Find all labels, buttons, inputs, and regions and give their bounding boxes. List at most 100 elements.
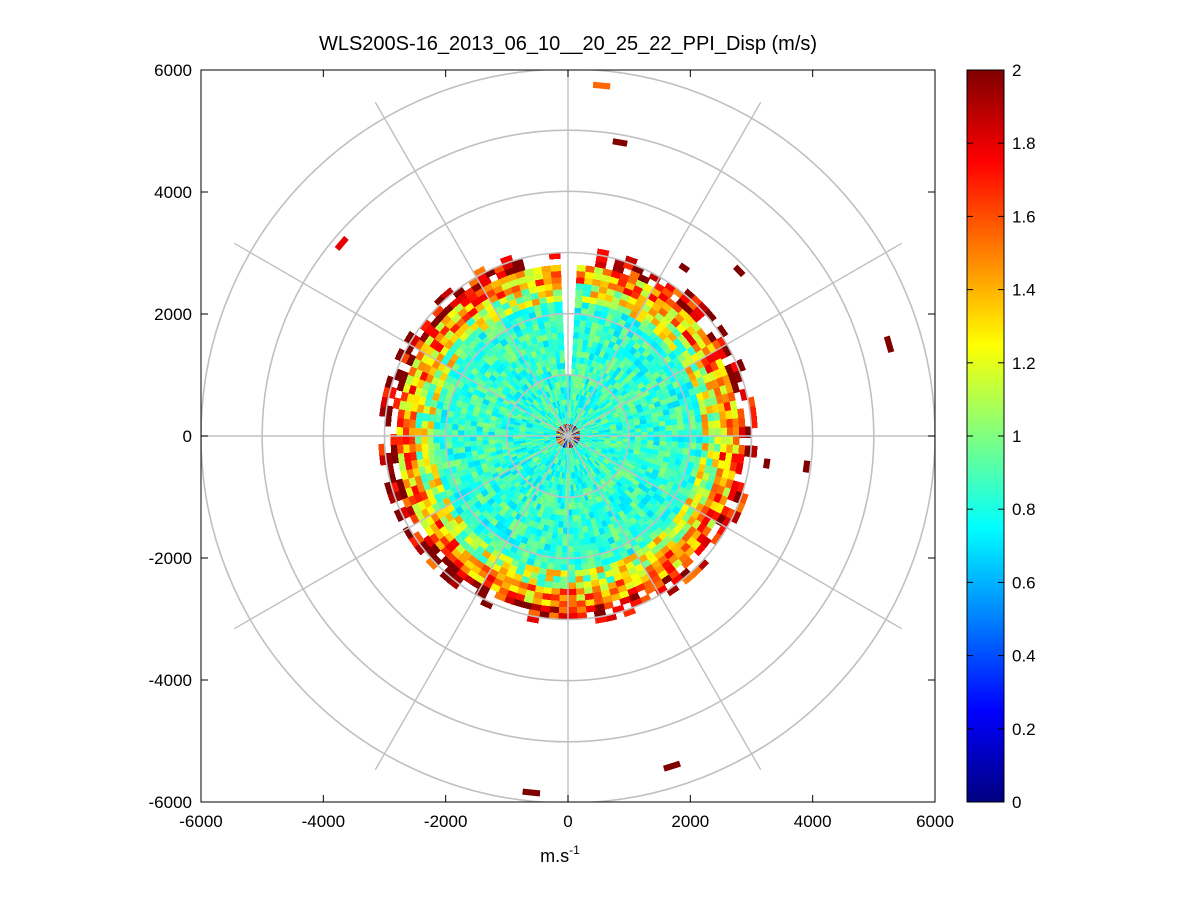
heatmap-cell bbox=[549, 432, 556, 435]
heatmap-cell bbox=[558, 427, 564, 432]
heatmap-cell bbox=[585, 265, 597, 274]
heatmap-cell bbox=[550, 428, 557, 432]
heatmap-cell bbox=[701, 390, 711, 402]
heatmap-cell bbox=[554, 350, 561, 358]
heatmap-cell bbox=[520, 600, 533, 610]
heatmap-cell bbox=[520, 502, 529, 511]
heatmap-cell bbox=[574, 420, 580, 427]
heatmap-cell bbox=[534, 449, 542, 455]
heatmap-cell bbox=[552, 442, 559, 447]
heatmap-cell bbox=[556, 606, 568, 614]
heatmap-cell bbox=[583, 404, 589, 411]
heatmap-cell bbox=[500, 475, 509, 483]
heatmap-cell bbox=[512, 440, 520, 445]
x-tick-label: -4000 bbox=[302, 812, 345, 831]
heatmap-cell bbox=[544, 425, 552, 430]
heatmap-cell bbox=[633, 465, 641, 473]
heatmap-cell bbox=[541, 449, 549, 455]
heatmap-cell bbox=[514, 490, 522, 498]
heatmap-cell bbox=[553, 483, 558, 491]
heatmap-cell bbox=[581, 580, 592, 589]
heatmap-cell bbox=[658, 420, 666, 428]
heatmap-cell bbox=[544, 441, 551, 445]
heatmap-cell bbox=[601, 405, 609, 412]
heatmap-cell bbox=[564, 478, 568, 486]
heatmap-cell bbox=[509, 413, 517, 419]
heatmap-cell bbox=[534, 448, 541, 453]
heatmap-cell bbox=[593, 396, 600, 404]
heatmap-cell bbox=[565, 448, 568, 455]
heatmap-cell bbox=[552, 450, 558, 456]
heatmap-cell bbox=[609, 444, 617, 450]
heatmap-cell bbox=[587, 473, 593, 481]
heatmap-cell bbox=[543, 439, 551, 443]
heatmap-cell bbox=[581, 447, 588, 453]
heatmap-cell bbox=[727, 488, 737, 502]
heatmap-cell bbox=[555, 436, 563, 439]
heatmap-cell bbox=[725, 410, 733, 422]
heatmap-cell bbox=[531, 464, 538, 471]
heatmap-cell bbox=[476, 439, 483, 446]
heatmap-cell bbox=[423, 463, 433, 475]
heatmap-cell bbox=[562, 453, 566, 461]
heatmap-cell bbox=[589, 456, 596, 463]
heatmap-cell bbox=[587, 378, 594, 386]
heatmap-cell bbox=[559, 426, 565, 432]
heatmap-cell bbox=[612, 453, 620, 460]
heatmap-cell bbox=[521, 595, 534, 604]
heatmap-cell bbox=[609, 442, 617, 447]
heatmap-cell bbox=[572, 545, 581, 553]
heatmap-cell bbox=[524, 366, 532, 375]
heatmap-cell bbox=[525, 424, 533, 429]
heatmap-cell bbox=[520, 405, 528, 412]
heatmap-cell bbox=[494, 438, 502, 444]
heatmap-cell bbox=[544, 568, 554, 577]
heatmap-cell bbox=[579, 449, 585, 456]
heatmap-cell bbox=[510, 477, 518, 486]
heatmap-cell bbox=[622, 426, 630, 431]
y-tick-label: 4000 bbox=[154, 183, 192, 202]
heatmap-cell bbox=[551, 427, 558, 432]
heatmap-cell bbox=[727, 391, 737, 404]
heatmap-cell bbox=[566, 570, 576, 577]
heatmap-cell bbox=[551, 402, 556, 409]
heatmap-cell bbox=[579, 432, 587, 435]
heatmap-cell bbox=[598, 393, 606, 400]
heatmap-cell bbox=[727, 470, 736, 483]
heatmap-cell bbox=[622, 392, 631, 400]
heatmap-cell bbox=[582, 295, 592, 304]
heatmap-cell bbox=[550, 264, 562, 272]
heatmap-cell bbox=[579, 513, 586, 521]
heatmap-cell bbox=[559, 465, 564, 473]
heatmap-cell bbox=[536, 284, 547, 293]
heatmap-cell bbox=[730, 453, 739, 465]
heatmap-cell bbox=[659, 440, 666, 448]
heatmap-cell bbox=[506, 460, 514, 467]
heatmap-cell bbox=[696, 436, 703, 445]
heatmap-cell bbox=[551, 276, 562, 284]
heatmap-cell bbox=[582, 531, 590, 540]
heatmap-cell bbox=[555, 436, 562, 438]
heatmap-cell bbox=[566, 594, 577, 602]
heatmap-cell bbox=[537, 429, 545, 433]
heatmap-cell bbox=[694, 414, 703, 424]
heatmap-cell bbox=[585, 452, 591, 459]
heatmap-cell bbox=[580, 437, 587, 440]
heatmap-cell bbox=[495, 384, 505, 393]
heatmap-cell bbox=[524, 437, 532, 441]
heatmap-cell bbox=[711, 404, 720, 415]
heatmap-cell bbox=[532, 457, 540, 464]
heatmap-cell bbox=[580, 469, 586, 477]
heatmap-cell bbox=[541, 586, 553, 595]
heatmap-cell bbox=[531, 427, 539, 432]
heatmap-cell bbox=[540, 498, 548, 507]
heatmap-cell bbox=[582, 475, 589, 483]
heatmap-cell bbox=[419, 472, 429, 484]
heatmap-cell bbox=[517, 410, 525, 417]
heatmap-cell bbox=[581, 410, 587, 417]
heatmap-cell bbox=[579, 428, 586, 432]
heatmap-cell bbox=[559, 440, 565, 446]
heatmap-cell bbox=[602, 569, 614, 579]
heatmap-cell bbox=[572, 350, 578, 358]
heatmap-cell bbox=[602, 407, 610, 414]
